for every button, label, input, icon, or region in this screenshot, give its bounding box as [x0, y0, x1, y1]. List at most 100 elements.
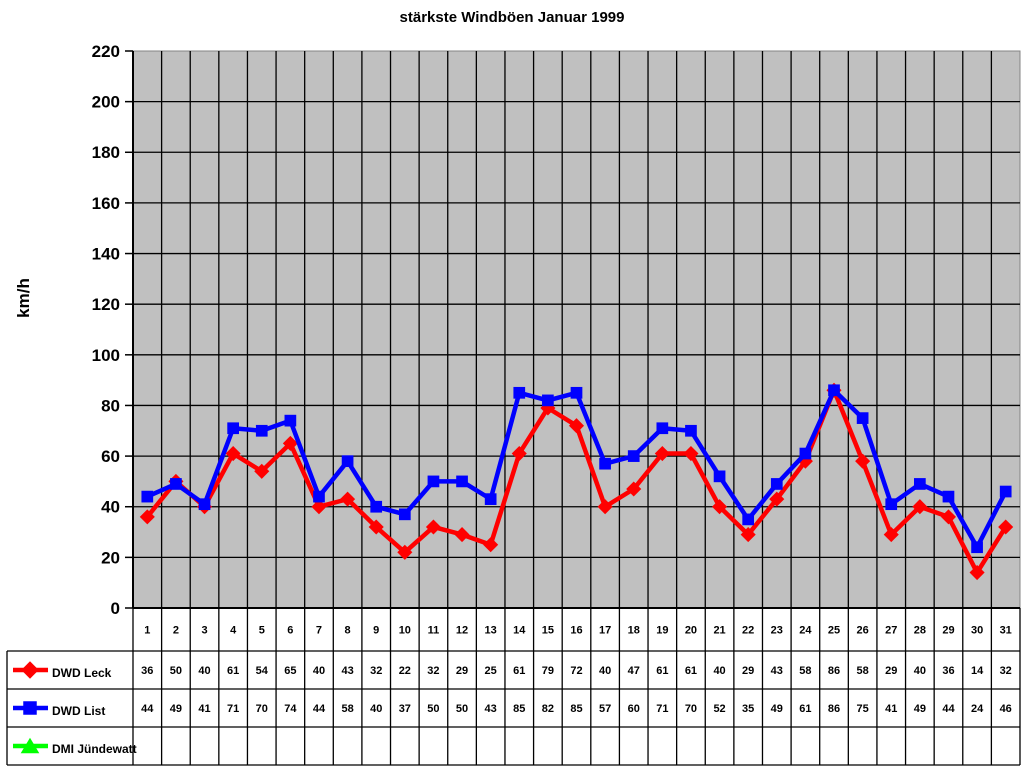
legend-marker-1	[23, 701, 37, 715]
day-label: 10	[399, 624, 411, 636]
cell-value: 61	[227, 665, 239, 677]
day-label: 11	[428, 624, 440, 636]
series-marker-0	[425, 519, 441, 535]
cell-value: 49	[914, 703, 926, 715]
series-marker-1	[627, 450, 640, 462]
cell-value: 61	[513, 665, 525, 677]
series-marker-0	[769, 491, 785, 507]
y-tick-label: 40	[101, 498, 120, 517]
series-marker-0	[511, 446, 527, 462]
day-label: 15	[542, 624, 554, 636]
day-label: 13	[485, 624, 497, 636]
series-marker-0	[683, 446, 699, 462]
cell-value: 54	[256, 665, 269, 677]
cell-value: 58	[341, 703, 353, 715]
series-marker-1	[198, 498, 211, 511]
cell-value: 40	[370, 703, 382, 715]
chart-title: stärkste Windböen Januar 1999	[399, 9, 625, 26]
cell-value: 22	[399, 665, 411, 677]
series-marker-1	[770, 478, 783, 490]
cell-value: 50	[170, 665, 182, 677]
series-marker-1	[513, 386, 526, 399]
cell-value: 35	[742, 703, 754, 715]
series-marker-1	[170, 478, 182, 490]
cell-value: 40	[599, 665, 611, 677]
cell-value: 74	[284, 703, 297, 715]
cell-value: 14	[971, 665, 984, 677]
series-marker-1	[885, 498, 898, 511]
day-label: 21	[713, 624, 725, 636]
series-marker-0	[139, 509, 155, 525]
series-marker-0	[254, 463, 270, 479]
day-label: 25	[828, 624, 840, 636]
cell-value: 79	[542, 665, 554, 677]
day-label: 7	[316, 624, 322, 636]
series-marker-0	[883, 527, 899, 543]
day-label: 24	[799, 624, 812, 636]
y-tick-label: 140	[92, 244, 120, 263]
day-label: 6	[287, 624, 293, 636]
cell-value: 24	[971, 703, 984, 715]
series-marker-1	[599, 457, 611, 470]
cell-value: 72	[570, 665, 582, 677]
series-marker-0	[940, 509, 957, 525]
y-tick-label: 160	[92, 194, 120, 213]
series-marker-1	[742, 513, 755, 526]
cell-value: 75	[857, 703, 869, 715]
legend-marker-2	[20, 737, 40, 754]
cell-value: 43	[485, 703, 497, 715]
series-marker-0	[454, 527, 470, 543]
cell-value: 32	[370, 665, 382, 677]
cell-value: 49	[771, 703, 783, 715]
cell-value: 44	[313, 703, 326, 715]
cell-value: 60	[628, 703, 640, 715]
day-label: 2	[173, 624, 179, 636]
cell-value: 29	[456, 665, 468, 677]
series-marker-1	[370, 500, 383, 513]
cell-value: 50	[456, 703, 468, 715]
legend-label: DMI Jündewatt	[52, 742, 137, 756]
series-marker-0	[368, 519, 384, 535]
series-marker-0	[282, 435, 298, 451]
series-marker-1	[341, 455, 354, 468]
cell-value: 36	[141, 665, 153, 677]
series-marker-1	[914, 478, 926, 490]
day-label: 14	[513, 624, 526, 636]
series-marker-1	[141, 490, 154, 503]
y-tick-label: 60	[101, 447, 120, 466]
series-marker-1	[856, 412, 869, 424]
day-label: 3	[201, 624, 207, 636]
cell-value: 58	[799, 665, 811, 677]
plot-background	[132, 50, 1021, 609]
series-marker-1	[685, 424, 697, 437]
cell-value: 29	[742, 665, 754, 677]
day-label: 28	[914, 624, 926, 636]
legend-label: DWD Leck	[52, 666, 112, 680]
series-marker-1	[971, 541, 983, 554]
day-label: 27	[885, 624, 897, 636]
y-tick-label: 0	[111, 599, 120, 618]
series-marker-1	[799, 447, 812, 460]
day-label: 9	[373, 624, 379, 636]
cell-value: 41	[885, 703, 897, 715]
series-marker-1	[427, 475, 440, 488]
series-marker-0	[626, 481, 642, 497]
series-marker-1	[398, 508, 411, 521]
day-label: 5	[259, 624, 265, 636]
y-tick-label: 20	[101, 548, 120, 567]
series-marker-0	[855, 453, 871, 469]
y-tick-label: 80	[101, 396, 120, 415]
series-marker-0	[654, 446, 670, 462]
day-label: 16	[570, 624, 582, 636]
y-tick-label: 120	[92, 295, 120, 314]
series-marker-0	[225, 446, 241, 462]
series-marker-1	[313, 490, 325, 503]
day-label: 29	[942, 624, 954, 636]
series-marker-1	[542, 394, 554, 407]
series-marker-1	[570, 386, 583, 399]
series-marker-1	[227, 422, 239, 435]
series-marker-0	[597, 499, 613, 515]
y-tick-label: 180	[92, 143, 120, 162]
cell-value: 29	[885, 665, 897, 677]
cell-value: 36	[942, 665, 954, 677]
